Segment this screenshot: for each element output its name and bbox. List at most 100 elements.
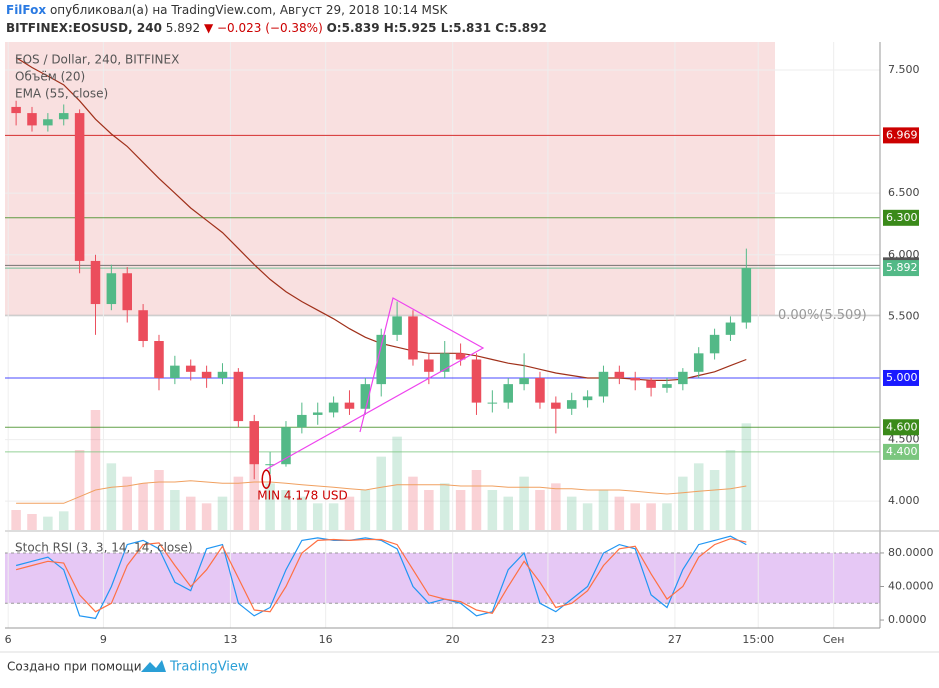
volume-bar xyxy=(519,476,529,530)
candle-body xyxy=(725,322,736,335)
volume-bar xyxy=(455,490,466,530)
volume-bar xyxy=(725,450,736,530)
candle-body xyxy=(455,353,466,360)
volume-bar xyxy=(328,503,339,530)
candle-body xyxy=(408,316,418,360)
candle-body xyxy=(344,402,355,409)
volume-bar xyxy=(344,496,355,530)
candle-body xyxy=(678,371,688,385)
volume-bar xyxy=(249,450,259,530)
candle-body xyxy=(535,377,545,403)
y-tick-label: 4.500 xyxy=(888,433,920,446)
volume-bar xyxy=(376,456,386,530)
shaded-zone xyxy=(5,42,775,316)
candle-body xyxy=(106,273,117,305)
candle-body xyxy=(741,268,752,323)
symbol: BITFINEX:EOSUSD, 240 xyxy=(6,21,162,35)
volume-bar xyxy=(201,503,212,530)
x-tick-label: 20 xyxy=(446,633,460,646)
data-layer xyxy=(11,57,752,620)
volume-bar xyxy=(471,470,482,530)
candle-body xyxy=(138,310,148,342)
label-layer: 0.00%(5.509) 6 9 13 16 20 23 27 15:00 Сен 4.000 4.5… xyxy=(5,53,934,647)
annotation-circle xyxy=(261,469,271,489)
candle-body xyxy=(265,464,275,466)
volume-bar xyxy=(646,503,656,530)
candle-body xyxy=(709,334,720,354)
x-tick-label: 27 xyxy=(668,633,682,646)
candle-body xyxy=(27,113,37,126)
candle-body xyxy=(614,371,625,378)
volume-bar xyxy=(535,490,545,530)
candle-body xyxy=(392,316,402,335)
stoch-line xyxy=(15,538,747,614)
volume-ma-line xyxy=(16,480,747,504)
candle-body xyxy=(471,359,482,403)
candle-body xyxy=(582,396,593,401)
volume-bar xyxy=(106,463,117,530)
level-label: 6.969 xyxy=(886,128,918,141)
footer-brand[interactable]: TradingView xyxy=(169,660,249,675)
level-box xyxy=(883,419,919,436)
x-tick-label: 13 xyxy=(223,633,237,646)
volume-bar xyxy=(281,490,291,530)
candle-body xyxy=(519,377,529,385)
volume-bar xyxy=(27,514,37,530)
stoch-band xyxy=(5,552,880,604)
volume-bar xyxy=(408,476,418,530)
y-tick-label: 0.0000 xyxy=(888,613,927,626)
x-tick-label: 9 xyxy=(100,633,107,646)
y-tick-label: 5.500 xyxy=(888,309,920,322)
volume-bar xyxy=(741,423,752,530)
volume-bar xyxy=(360,490,371,530)
volume-bar xyxy=(233,476,244,530)
y-tick-label: 6.500 xyxy=(888,186,920,199)
x-tick-label: 16 xyxy=(319,633,333,646)
candle-body xyxy=(281,427,291,465)
last-price: 5.892 xyxy=(165,21,201,35)
candle-body xyxy=(424,359,434,372)
logo-icon xyxy=(141,660,166,672)
volume-bar xyxy=(297,496,307,530)
volume-bar xyxy=(439,483,450,530)
volume-bar xyxy=(392,436,402,530)
candle-body xyxy=(74,113,85,261)
volume-bar xyxy=(217,496,228,530)
y-tick-label: 40.0000 xyxy=(888,579,934,592)
change: ▼ −0.023 (−0.38%) xyxy=(203,21,323,35)
y-tick-label: 7.500 xyxy=(888,63,920,76)
candle-body xyxy=(662,384,672,388)
level-box xyxy=(883,127,919,144)
candle-body xyxy=(360,384,371,409)
level-label: 6.300 xyxy=(886,211,918,224)
volume-bar xyxy=(487,490,498,530)
published: опубликовал(а) на TradingView.com, Авгус… xyxy=(49,3,448,17)
volume-bar xyxy=(74,450,85,530)
chart-title: EOS / Dollar, 240, BITFINEX xyxy=(15,53,179,67)
volume-bar xyxy=(566,496,577,530)
candle-body xyxy=(503,384,513,403)
level-box xyxy=(883,443,919,460)
volume-bar xyxy=(170,490,180,530)
volume-bar xyxy=(11,510,21,530)
zone-label: 0.00%(5.509) xyxy=(778,308,867,323)
candle-body xyxy=(11,106,21,114)
candle-body xyxy=(646,380,656,388)
volume-bar xyxy=(90,410,101,530)
volume-bar xyxy=(598,490,609,530)
y-tick-label: 80.0000 xyxy=(888,546,934,559)
candle-body xyxy=(217,371,228,378)
x-tick-label: 6 xyxy=(5,633,12,646)
author[interactable]: FilFox xyxy=(6,3,47,17)
volume-bar xyxy=(312,503,323,530)
level-label: 4.400 xyxy=(886,445,918,458)
x-tick-label: 15:00 xyxy=(742,633,774,646)
volume-bar xyxy=(138,483,148,530)
volume-bar xyxy=(551,483,561,530)
volume-bar xyxy=(693,463,704,530)
background-layer xyxy=(5,42,880,628)
volume-bar xyxy=(662,503,672,530)
level-box xyxy=(883,369,919,386)
